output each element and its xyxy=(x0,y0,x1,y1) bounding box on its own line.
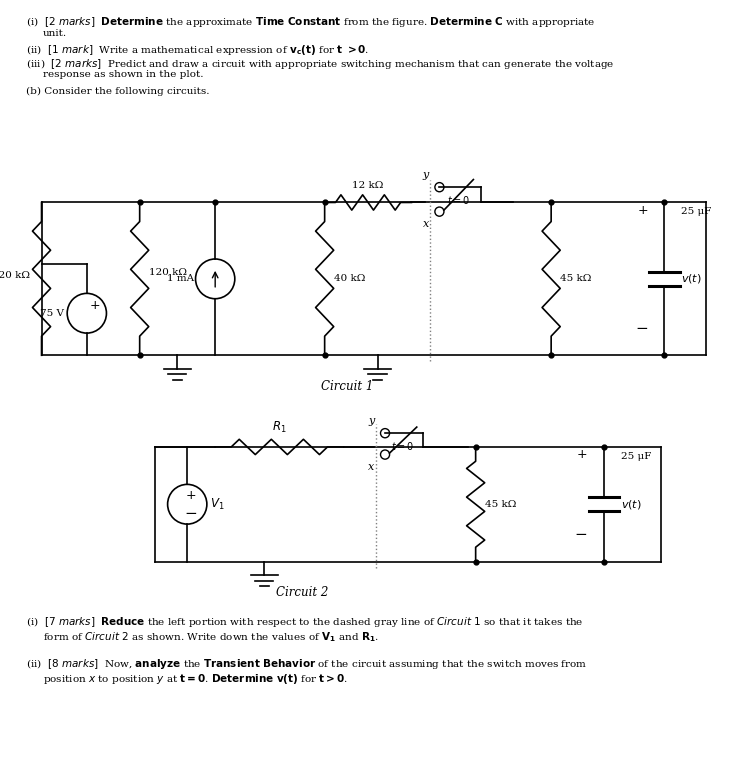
Text: (ii)  $\it{[8\ marks]}$  Now, $\mathbf{analyze}$ the $\mathbf{Transient\ Behavio: (ii) $\it{[8\ marks]}$ Now, $\mathbf{ana… xyxy=(26,657,588,671)
Text: (i)  $\it{[7\ marks]}$  $\mathbf{Reduce}$ the left portion with respect to the d: (i) $\it{[7\ marks]}$ $\mathbf{Reduce}$ … xyxy=(26,615,584,629)
Text: unit.: unit. xyxy=(43,29,67,38)
Text: −: − xyxy=(635,321,648,336)
Text: 120 kΩ: 120 kΩ xyxy=(0,270,30,280)
Text: +: + xyxy=(577,448,587,461)
Text: (i)  $\it{[2\ marks]}$  $\mathbf{Determine}$ the approximate $\mathbf{Time\ Cons: (i) $\it{[2\ marks]}$ $\mathbf{Determine… xyxy=(26,15,596,29)
Text: +: + xyxy=(186,488,196,502)
Text: +: + xyxy=(637,203,648,217)
Text: 25 μF: 25 μF xyxy=(621,452,651,461)
Text: −: − xyxy=(185,506,197,521)
Text: $v(t)$: $v(t)$ xyxy=(621,497,641,511)
Text: 40 kΩ: 40 kΩ xyxy=(334,274,365,283)
Text: y: y xyxy=(423,170,429,180)
Text: 45 kΩ: 45 kΩ xyxy=(485,500,516,509)
Text: 1 mA: 1 mA xyxy=(167,274,194,283)
Text: +: + xyxy=(90,299,100,312)
Text: −: − xyxy=(575,527,587,542)
Text: (ii)  $\it{[1\ mark]}$  Write a mathematical expression of $\mathit{\mathbf{v_c(: (ii) $\it{[1\ mark]}$ Write a mathematic… xyxy=(26,43,370,57)
Text: position $\it{x}$ to position $\it{y}$ at $\mathit{\mathbf{t = 0}}$. $\mathbf{De: position $\it{x}$ to position $\it{y}$ a… xyxy=(43,672,348,686)
Text: $V_1$: $V_1$ xyxy=(210,497,224,512)
Text: 120 kΩ: 120 kΩ xyxy=(149,268,186,277)
Text: y: y xyxy=(368,416,374,426)
Text: response as shown in the plot.: response as shown in the plot. xyxy=(43,70,204,79)
Text: $R_1$: $R_1$ xyxy=(272,419,287,435)
Text: 45 kΩ: 45 kΩ xyxy=(560,274,592,283)
Text: 75 V: 75 V xyxy=(40,309,64,318)
Text: Circuit 1: Circuit 1 xyxy=(321,380,374,393)
Text: $t = 0$: $t = 0$ xyxy=(391,440,414,452)
Text: (b) Consider the following circuits.: (b) Consider the following circuits. xyxy=(26,87,210,96)
Text: (iii)  $\it{[2\ marks]}$  Predict and draw a circuit with appropriate switching : (iii) $\it{[2\ marks]}$ Predict and draw… xyxy=(26,57,615,70)
Text: Circuit 2: Circuit 2 xyxy=(276,586,328,599)
Text: form of $\it{Circuit\ 2}$ as shown. Write down the values of $\mathit{\mathbf{V_: form of $\it{Circuit\ 2}$ as shown. Writ… xyxy=(43,630,379,644)
Text: x: x xyxy=(368,462,374,472)
Text: x: x xyxy=(423,219,429,229)
Text: 12 kΩ: 12 kΩ xyxy=(353,181,384,190)
Text: $v(t)$: $v(t)$ xyxy=(681,272,701,286)
Text: 25 μF: 25 μF xyxy=(681,207,711,216)
Text: $t = 0$: $t = 0$ xyxy=(447,194,470,206)
